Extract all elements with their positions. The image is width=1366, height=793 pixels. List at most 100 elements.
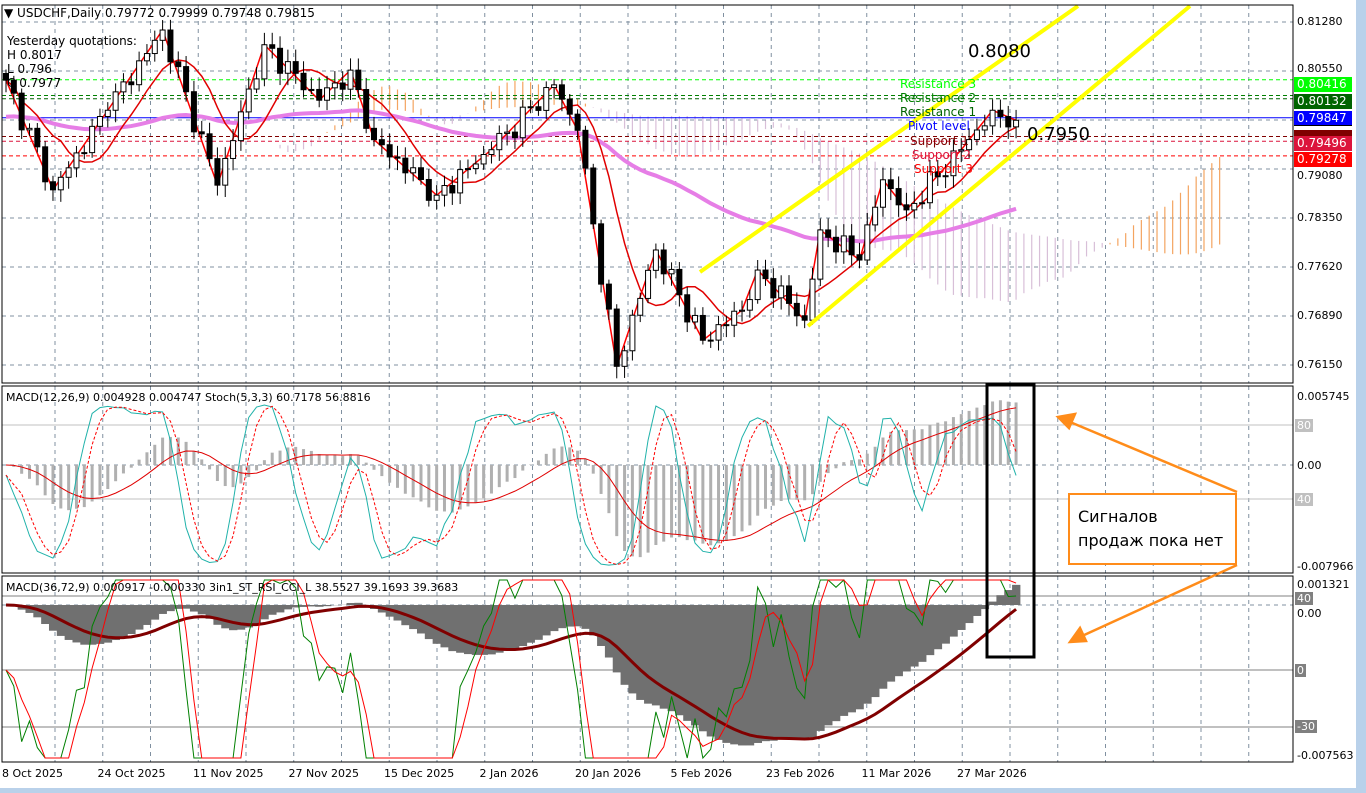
yesterday-close: C 0.7977 (7, 76, 62, 90)
candle-bearish (848, 235, 855, 256)
candle-bullish (143, 53, 150, 62)
candle-bullish (958, 149, 965, 152)
candle-bearish (167, 29, 174, 63)
lower-macd-bar (894, 605, 903, 677)
collapse-triangle-icon[interactable]: ▼ (4, 6, 18, 20)
candle-bullish (926, 171, 933, 204)
pivot-levels (2, 79, 1293, 157)
candle-bearish (856, 254, 863, 261)
candle-bearish (449, 185, 456, 194)
stoch-level-80: 80 (1295, 419, 1313, 432)
lower-macd-bar (244, 605, 254, 628)
lower-macd-bar (785, 605, 794, 739)
lower-macd-bar (197, 605, 207, 615)
candle-bearish (605, 283, 612, 310)
candle-bearish (206, 133, 213, 160)
candle-bullish (347, 69, 354, 90)
lower-macd-bar (291, 605, 301, 608)
lower-macd-bar (518, 605, 528, 647)
candle-bearish (34, 127, 41, 148)
symbol-timeframe: USDCHF,Daily (17, 6, 102, 20)
candle-bearish (511, 131, 518, 139)
chart-header[interactable]: ▼ USDCHF,Daily 0.79772 0.79999 0.79748 0… (4, 7, 315, 20)
lower-macd-bar (730, 605, 739, 745)
candle-bearish (566, 98, 573, 115)
date-tick: 5 Feb 2026 (670, 767, 732, 780)
lower-macd-bar (307, 605, 316, 607)
lower-macd-bar (48, 605, 58, 631)
lower-macd-bar (636, 605, 645, 700)
lower-macd-bar (753, 605, 763, 743)
lower-macd-bar (41, 605, 50, 625)
ichimoku-cloud (279, 80, 1221, 303)
lower-macd-bar (166, 605, 175, 612)
lower-macd-bar (933, 605, 943, 650)
lower-macd-bar (463, 605, 473, 655)
lower-macd-bar (957, 605, 966, 630)
lower-macd-bar (33, 605, 42, 618)
candle-bullish (621, 350, 628, 367)
lower-macd-bar (354, 602, 363, 605)
lower-macd-bar (268, 605, 277, 615)
lower-macd-bar (72, 605, 81, 643)
lower-macd-bar (925, 605, 935, 656)
candle-bearish (684, 294, 691, 323)
candle-bullish (504, 131, 511, 134)
candle-bearish (582, 129, 589, 169)
lower-macd-bar (722, 605, 731, 743)
support-1-tag (1294, 130, 1352, 136)
candle-bearish (660, 249, 667, 275)
lower-macd-bar (346, 603, 355, 605)
resistance-1-tag: 0.80132 (1294, 94, 1352, 109)
lower-macd-bar (260, 605, 269, 620)
3in1-line-green (5, 579, 1017, 760)
candle-bearish (417, 167, 424, 180)
lower-macd-bar (714, 605, 723, 740)
candle-bullish (715, 324, 722, 341)
lower-macd-bar (949, 605, 958, 637)
candle-bearish (277, 47, 284, 74)
candle-bullish (989, 109, 996, 127)
lower-macd-bar (189, 605, 199, 612)
price-tick: 0.81280 (1297, 15, 1343, 28)
3in1-line-red (5, 579, 1017, 759)
lower-macd-bar (996, 595, 1005, 605)
resistance-1-label: Resistance 1 (900, 105, 977, 119)
candle-bullish (637, 297, 644, 316)
candle-bullish (872, 206, 879, 226)
lower-macd-bar (315, 605, 324, 607)
candle-bearish (613, 308, 620, 367)
candle-bearish (535, 106, 542, 111)
candle-bullish (230, 140, 237, 159)
lower-macd-bar (424, 605, 434, 640)
candle-bullish (942, 175, 949, 178)
candle-bearish (832, 236, 839, 253)
lower-macd-bar (878, 605, 888, 689)
lower-macd-bar (205, 605, 214, 619)
candle-bearish (42, 146, 49, 183)
lower-macd-bar (119, 605, 128, 637)
candle-bullish (57, 176, 64, 191)
candle-bullish (104, 109, 111, 118)
candle-bearish (425, 178, 432, 201)
candle-bearish (590, 167, 597, 225)
candle-bullish (26, 127, 33, 131)
price-tick: 0.80550 (1297, 62, 1343, 75)
candle-bearish (363, 89, 370, 129)
candle-bullish (809, 278, 816, 321)
lower-macd-bar (902, 605, 911, 672)
lower-macd-pane (5, 579, 1021, 760)
lower-macd-bar (221, 605, 230, 629)
candle-bullish (754, 269, 761, 301)
lower-macd-bar (276, 605, 285, 613)
candle-bullish (480, 153, 487, 165)
candle-bullish (237, 111, 244, 142)
stoch-main-line (5, 404, 1017, 566)
arrow-lower (1067, 563, 1238, 644)
macd-zero-tick: 0.00 (1297, 459, 1322, 472)
lower-macd-bar (847, 605, 856, 713)
candle-bearish (934, 171, 941, 178)
candle-bullish (778, 285, 785, 299)
resistance-3-tag: 0.80416 (1294, 77, 1352, 92)
